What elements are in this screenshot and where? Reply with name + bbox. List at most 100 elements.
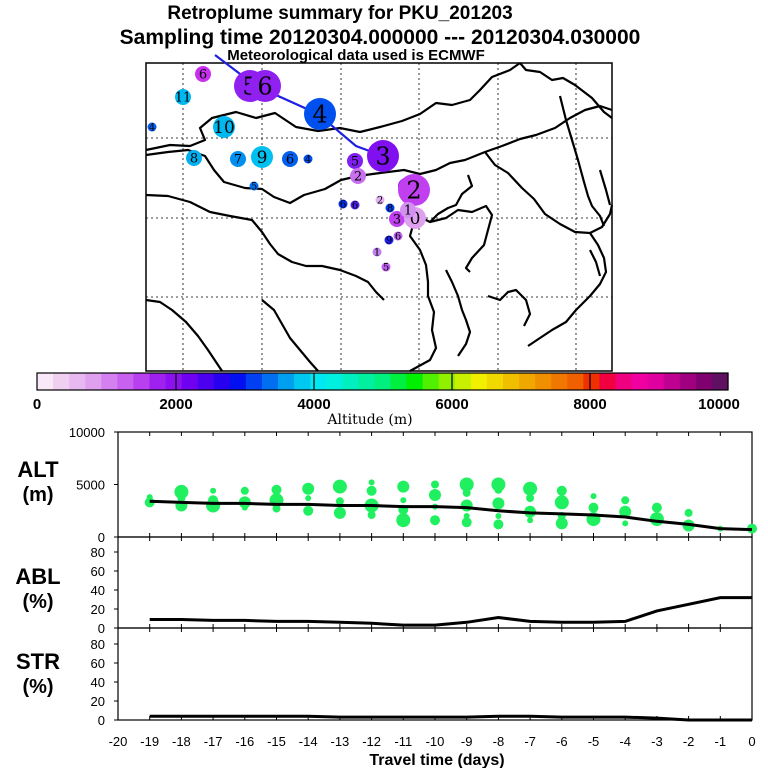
map-marker (213, 116, 235, 138)
colorbar-cell (711, 373, 729, 390)
x-tick-label: -19 (140, 734, 159, 749)
abl-ylabel-unit: (%) (22, 591, 53, 613)
map-marker-label: 0 (410, 209, 421, 229)
x-tick-label: -10 (426, 734, 445, 749)
colorbar-tick-2000: 2000 (159, 396, 192, 413)
map-marker-label: 5 (351, 155, 359, 170)
map-marker-label: 2 (354, 170, 362, 185)
colorbar-cell (165, 373, 183, 390)
map-marker (249, 70, 281, 102)
x-tick-label: -3 (651, 734, 663, 749)
map-marker (186, 150, 202, 166)
map-marker-label: 1 (374, 248, 380, 259)
colorbar-tick-8000: 8000 (573, 396, 606, 413)
alt-point (429, 489, 441, 501)
str-ytick-label: 0 (98, 713, 105, 728)
colorbar-cell (342, 373, 359, 390)
map-marker (195, 66, 211, 82)
map-marker-label: 9 (386, 236, 392, 247)
colorbar-cell (470, 373, 488, 390)
str-y-axis: 80 60 40 20 0 (91, 628, 753, 728)
colorbar-cell (567, 373, 584, 390)
colorbar-cell (149, 373, 167, 390)
x-tick-label: -15 (267, 734, 286, 749)
alt-point (460, 499, 473, 512)
colorbar-cell (310, 373, 327, 390)
abl-y-axis: 80 60 40 20 0 (91, 537, 753, 636)
alt-point (397, 480, 410, 493)
colorbar-cell (503, 373, 520, 390)
map-marker (304, 98, 336, 130)
map-marker (282, 151, 298, 167)
map-marker-label: 6 (257, 73, 272, 101)
colorbar-cell (615, 373, 633, 390)
alt-point (368, 479, 375, 486)
colorbar-cell (695, 373, 713, 390)
x-tick-label: -6 (556, 734, 568, 749)
alt-point (494, 485, 503, 494)
title-line-3: Meteorological data used is ECMWF (227, 47, 485, 64)
map-marker (375, 195, 385, 205)
x-tick-label: 0 (748, 734, 755, 749)
alt-ylabel-unit: (m) (22, 484, 53, 506)
colorbar-cell (53, 373, 70, 390)
colorbar-cell (599, 373, 617, 390)
colorbar-cell (631, 373, 649, 390)
colorbar-cell (181, 373, 199, 390)
map-marker (384, 235, 394, 245)
colorbar-tick-4000: 4000 (297, 396, 330, 413)
alt-point (303, 505, 314, 516)
colorbar-cell (213, 373, 231, 390)
map-marker (147, 122, 157, 132)
x-tick-label: -12 (362, 734, 381, 749)
title-line-1: Retroplume summary for PKU_201203 (167, 3, 512, 24)
x-axis: -20 -19 -18 -17 -16 -15 -14 -13 -12 -11 -10 -9 -8 -7-… (109, 734, 756, 749)
alt-median-line (149, 499, 753, 532)
map-marker-label: 8 (190, 152, 198, 167)
colorbar-label: Altitude (m) (326, 412, 412, 428)
alt-point (272, 504, 281, 513)
colorbar-tick-10000: 10000 (698, 396, 740, 413)
alt-point (495, 513, 502, 519)
x-tick-label: -9 (461, 734, 473, 749)
abl-ylabel: ABL (15, 564, 60, 589)
colorbar-cell (374, 373, 392, 390)
map-marker-label: 6 (199, 68, 207, 83)
colorbar-cell (294, 373, 311, 390)
x-tick-label: -17 (204, 734, 223, 749)
abl-ytick-label: 20 (91, 602, 105, 617)
alt-point (554, 495, 569, 510)
alt-point (649, 512, 664, 527)
colorbar-cell (245, 373, 263, 390)
alt-point (367, 511, 376, 519)
alt-point (556, 485, 567, 496)
colorbar-cell (101, 373, 118, 390)
colorbar-cell (326, 373, 343, 390)
alt-point (396, 513, 411, 528)
alt-y-axis: 10000 5000 0 (69, 425, 753, 545)
colorbar-cell (406, 373, 424, 390)
map-marker (230, 151, 246, 167)
colorbar-cell (278, 373, 295, 390)
alt-point (622, 520, 629, 527)
alt-point (492, 497, 505, 510)
str-ylabel: STR (16, 649, 60, 674)
colorbar-cell (229, 373, 247, 390)
map-marker (385, 203, 395, 213)
alt-point (619, 505, 632, 518)
x-tick-label: -2 (683, 734, 695, 749)
alt-point (555, 517, 568, 530)
colorbar-cell (358, 373, 376, 390)
alt-point (400, 497, 407, 504)
x-tick-label: -11 (394, 734, 412, 749)
alt-point (332, 479, 347, 494)
colorbar-tick-0: 0 (33, 396, 41, 413)
colorbar-tick-6000: 6000 (435, 396, 468, 413)
str-ytick-label: 20 (91, 694, 105, 709)
x-tick-label: -8 (493, 734, 505, 749)
map-marker-label: 2 (406, 177, 421, 205)
map-marker (249, 181, 259, 191)
map-marker-label: 3 (375, 143, 390, 171)
x-tick-label: -4 (619, 734, 631, 749)
alt-point (206, 498, 221, 513)
